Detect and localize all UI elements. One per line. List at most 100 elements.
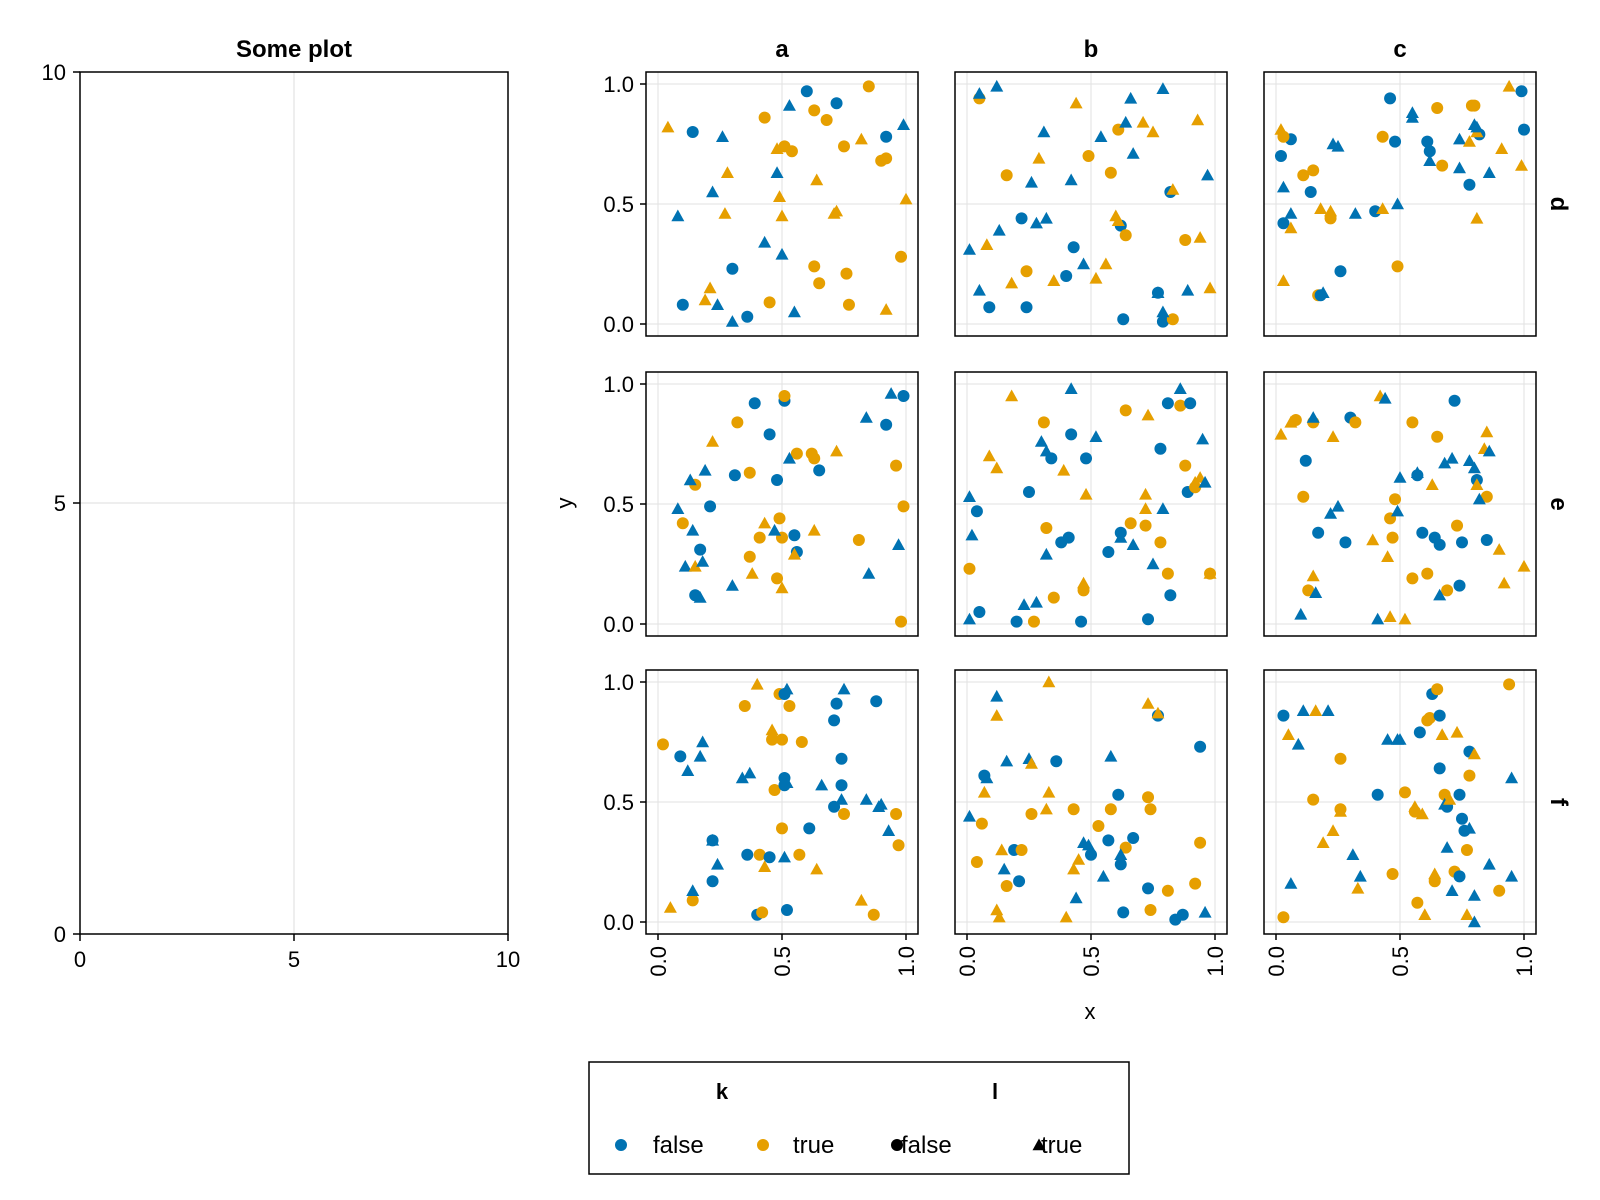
scatter-point-triangle [972,87,986,99]
scatter-point-triangle [990,689,1004,702]
scatter-point-triangle [1371,612,1385,625]
scatter-point-triangle [997,862,1011,875]
scatter-point-triangle [782,451,796,464]
scatter-point-triangle [1077,257,1091,270]
scatter-point-circle [1389,493,1402,506]
scatter-point-circle [1194,740,1207,753]
scatter-point-triangle [1366,533,1380,546]
scatter-point-triangle [1201,168,1215,181]
legend-frame [588,1061,1130,1175]
scatter-point-triangle [990,461,1004,474]
y-tick-label: 0.0 [603,612,634,637]
panel-b-d [954,71,1228,337]
scatter-point-triangle [681,764,695,776]
scatter-point-triangle [1017,598,1031,610]
scatter-point-triangle [1460,908,1474,920]
scatter-point-circle [1398,786,1411,799]
scatter-point-circle [1154,442,1167,455]
scatter-point-circle [1460,844,1473,856]
scatter-point-circle [795,736,808,748]
scatter-point-triangle [1480,425,1494,438]
scatter-point-triangle [1069,96,1083,109]
scatter-point-triangle [688,559,702,572]
scatter-point-circle [800,85,813,98]
scatter-point-triangle [1391,504,1405,517]
scatter-point-circle [726,262,739,275]
scatter-point-circle [1299,454,1312,467]
scatter-point-triangle [1450,725,1464,738]
scatter-point-circle [1334,752,1347,765]
scatter-point-circle [753,531,766,544]
y-tick-label: 1.0 [603,670,634,695]
facet-x-axis-label: x [1085,999,1096,1024]
scatter-point-circle [1144,803,1157,816]
scatter-point-circle [1480,534,1493,546]
scatter-point-triangle [1306,569,1320,582]
scatter-point-triangle [1284,207,1298,219]
scatter-point-circle [1448,394,1461,407]
scatter-point-triangle [1462,135,1476,147]
scatter-point-triangle [696,735,710,748]
scatter-point-triangle [1482,444,1496,457]
panel-b-f: 0.0 0.5 1.0 [954,669,1228,977]
scatter-point-circle [975,817,988,830]
scatter-point-circle [1119,841,1132,854]
scatter-point-circle [1166,313,1179,326]
scatter-point-triangle [1139,502,1153,514]
scatter-point-triangle [1438,456,1452,469]
scatter-point-circle [1277,911,1290,924]
scatter-point-circle [1112,788,1125,801]
scatter-point-circle [1060,270,1073,282]
scatter-point-triangle [1139,487,1153,500]
scatter-point-triangle [1445,451,1459,464]
scatter-point-triangle [1470,211,1484,224]
x-tick-label: 0.5 [770,946,795,977]
scatter-point-circle [1050,755,1063,768]
scatter-point-circle [1047,591,1060,604]
scatter-point-circle [1411,896,1424,909]
scatter-point-triangle [1274,427,1288,440]
scatter-point-triangle [698,293,712,306]
scatter-point-triangle [706,435,720,447]
scatter-point-circle [1184,397,1197,410]
scatter-point-triangle [725,579,739,591]
scatter-point-circle [1139,519,1152,532]
scatter-point-circle [1075,615,1088,628]
scatter-point-triangle [1173,382,1187,394]
scatter-point-triangle [1156,502,1170,514]
scatter-point-triangle [1515,159,1529,171]
scatter-point-circle [1334,265,1347,278]
scatter-point-circle [1453,870,1466,883]
scatter-point-circle [897,390,910,402]
scatter-point-circle [1277,217,1290,230]
legend-label-1: true [793,1132,834,1159]
scatter-point-circle [1189,877,1202,890]
scatter-point-triangle [671,502,685,514]
left-x-tick-label-0: 0 [74,947,86,972]
scatter-point-circle [731,416,744,429]
scatter-point-triangle [1198,905,1212,918]
scatter-point-triangle [859,411,873,423]
scatter-point-circle [1493,884,1506,897]
scatter-point-triangle [711,298,725,310]
legend-label-2: false [901,1132,952,1159]
scatter-point-triangle [1517,559,1531,572]
scatter-point-circle [1114,858,1127,871]
scatter-point-circle [1117,906,1130,919]
scatter-point-circle [1174,399,1187,412]
scatter-point-circle [895,615,908,628]
facet-grid: a b c d e f 0.0 0.5 1.0 0.0 0.5 1.0 0.0 0.5 1.0 0.0 0.5 1… [603,36,1572,977]
scatter-point-circle [828,714,841,727]
scatter-point-circle [1067,241,1080,254]
scatter-point-triangle [775,581,789,594]
scatter-point-circle [1421,567,1434,580]
left-x-tick-label-1: 5 [288,947,300,972]
x-tick-label: 0.5 [1388,946,1413,977]
scatter-point-triangle [1324,204,1338,217]
panel-frame [1263,371,1537,637]
scatter-point-circle [1104,803,1117,816]
scatter-point-circle [656,738,669,751]
scatter-point-triangle [1057,463,1071,476]
scatter-point-circle [1480,490,1493,503]
scatter-point-triangle [1166,183,1180,195]
